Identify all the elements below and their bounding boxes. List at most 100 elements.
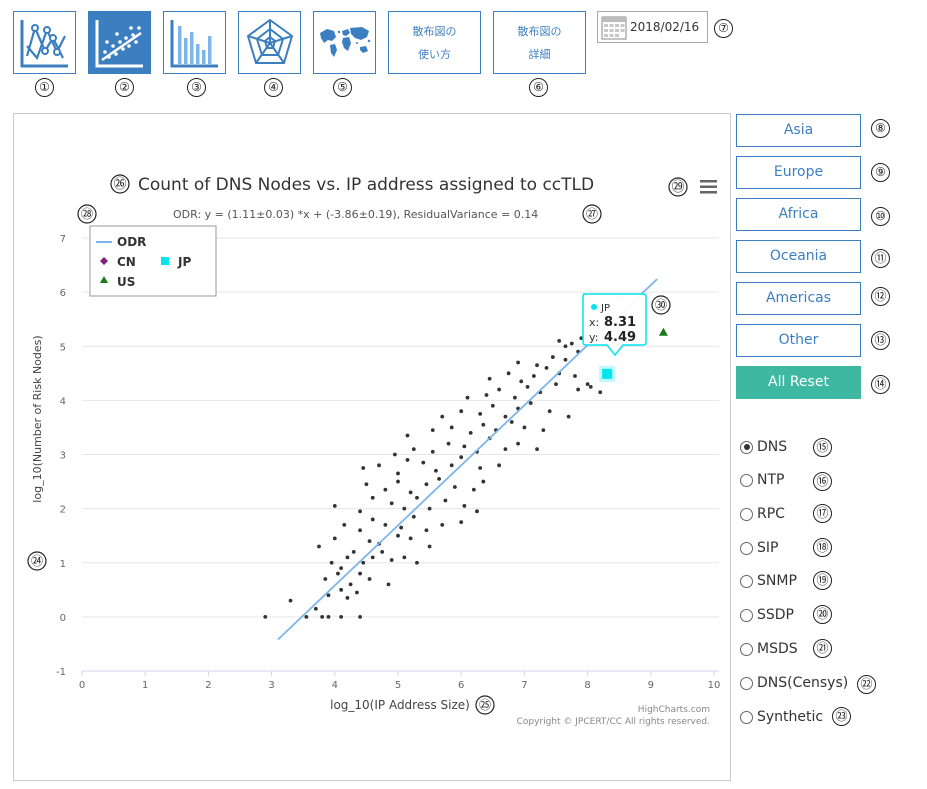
- radio-ntp-circle[interactable]: [740, 473, 753, 487]
- data-point[interactable]: [554, 382, 558, 387]
- line-chart-button[interactable]: [13, 11, 76, 74]
- data-point[interactable]: [516, 360, 520, 365]
- data-point[interactable]: [370, 495, 375, 500]
- data-point[interactable]: [367, 539, 372, 543]
- data-point[interactable]: [339, 587, 344, 592]
- data-point[interactable]: [503, 447, 508, 451]
- radio-sip[interactable]: SIP: [740, 540, 778, 556]
- data-point[interactable]: [364, 482, 369, 487]
- radio-sip-circle[interactable]: [740, 541, 753, 555]
- radio-synthetic[interactable]: Synthetic: [740, 709, 823, 725]
- data-point[interactable]: [563, 344, 568, 349]
- data-point[interactable]: [544, 366, 549, 370]
- data-point[interactable]: [411, 447, 416, 451]
- bar-chart-button[interactable]: [163, 11, 226, 74]
- data-point[interactable]: [452, 485, 457, 489]
- data-point[interactable]: [361, 466, 366, 470]
- data-point[interactable]: [332, 536, 337, 541]
- data-point[interactable]: [430, 449, 435, 454]
- data-point[interactable]: [408, 490, 413, 495]
- radio-ssdp-circle[interactable]: [740, 608, 753, 622]
- radio-dns[interactable]: DNS: [740, 439, 787, 455]
- data-point[interactable]: [506, 371, 511, 376]
- data-point[interactable]: [459, 455, 464, 460]
- data-point[interactable]: [566, 414, 571, 419]
- radio-dns-censys[interactable]: DNS(Censys): [740, 675, 848, 691]
- region-asia-button[interactable]: Asia: [736, 114, 861, 147]
- data-point[interactable]: [313, 606, 318, 611]
- data-point[interactable]: [547, 409, 552, 414]
- data-point[interactable]: [358, 509, 362, 514]
- data-point[interactable]: [389, 558, 394, 562]
- data-point[interactable]: [389, 501, 394, 506]
- data-point[interactable]: [522, 425, 527, 430]
- radar-chart-button[interactable]: [238, 11, 301, 74]
- radio-dns-censys-circle[interactable]: [740, 676, 753, 690]
- data-point[interactable]: [427, 506, 432, 511]
- data-point[interactable]: [383, 487, 388, 492]
- data-point[interactable]: [535, 447, 539, 451]
- data-point[interactable]: [415, 560, 419, 565]
- data-point[interactable]: [573, 374, 577, 378]
- data-point[interactable]: [427, 544, 432, 549]
- legend-item-cn[interactable]: CN: [100, 255, 136, 269]
- credits-text[interactable]: HighCharts.com: [638, 705, 710, 715]
- data-point[interactable]: [550, 355, 555, 359]
- data-point[interactable]: [358, 571, 362, 576]
- data-point[interactable]: [380, 550, 385, 554]
- data-point[interactable]: [481, 422, 486, 427]
- data-point[interactable]: [509, 420, 514, 424]
- data-point[interactable]: [348, 582, 353, 587]
- data-point[interactable]: [484, 393, 489, 397]
- data-point[interactable]: [358, 528, 362, 533]
- radio-snmp[interactable]: SNMP: [740, 573, 797, 589]
- radio-msds[interactable]: MSDS: [740, 641, 798, 657]
- data-point[interactable]: [475, 509, 479, 514]
- data-point[interactable]: [336, 571, 340, 576]
- data-point[interactable]: [497, 463, 502, 468]
- scatter-howto-button[interactable]: 散布図の 使い方: [388, 11, 481, 74]
- data-point[interactable]: [525, 384, 530, 389]
- data-point[interactable]: [440, 414, 445, 419]
- data-point[interactable]: [355, 590, 359, 595]
- data-point[interactable]: [487, 376, 492, 381]
- data-point[interactable]: [462, 504, 467, 508]
- data-point[interactable]: [424, 528, 429, 533]
- data-point[interactable]: [411, 514, 416, 519]
- data-point[interactable]: [392, 452, 397, 457]
- data-point[interactable]: [345, 596, 350, 600]
- data-point[interactable]: [396, 471, 400, 476]
- data-point[interactable]: [367, 577, 372, 581]
- data-point[interactable]: [576, 387, 581, 392]
- jp-point[interactable]: [602, 368, 613, 379]
- data-point[interactable]: [449, 463, 454, 468]
- radio-rpc[interactable]: RPC: [740, 506, 785, 522]
- data-point[interactable]: [531, 374, 536, 378]
- data-point[interactable]: [421, 460, 426, 465]
- data-point[interactable]: [449, 425, 454, 430]
- data-point[interactable]: [443, 498, 448, 503]
- data-point[interactable]: [541, 428, 546, 433]
- legend-item-odr[interactable]: ODR: [96, 235, 146, 249]
- data-point[interactable]: [446, 441, 451, 446]
- radio-dns-circle[interactable]: [740, 440, 753, 454]
- data-point[interactable]: [430, 428, 435, 433]
- data-point[interactable]: [358, 614, 362, 619]
- data-point[interactable]: [535, 363, 539, 368]
- data-point[interactable]: [342, 522, 347, 527]
- data-point[interactable]: [399, 525, 404, 530]
- data-point[interactable]: [465, 395, 470, 400]
- data-point[interactable]: [263, 614, 268, 619]
- data-point[interactable]: [332, 504, 337, 508]
- data-point[interactable]: [459, 520, 464, 525]
- data-point[interactable]: [405, 458, 410, 462]
- data-point[interactable]: [326, 614, 331, 619]
- data-point[interactable]: [478, 466, 483, 470]
- data-point[interactable]: [370, 555, 375, 560]
- data-point[interactable]: [383, 522, 388, 527]
- data-point[interactable]: [326, 593, 331, 598]
- data-point[interactable]: [503, 414, 508, 419]
- data-point[interactable]: [528, 401, 533, 405]
- region-other-button[interactable]: Other: [736, 324, 861, 357]
- us-point[interactable]: [658, 327, 668, 336]
